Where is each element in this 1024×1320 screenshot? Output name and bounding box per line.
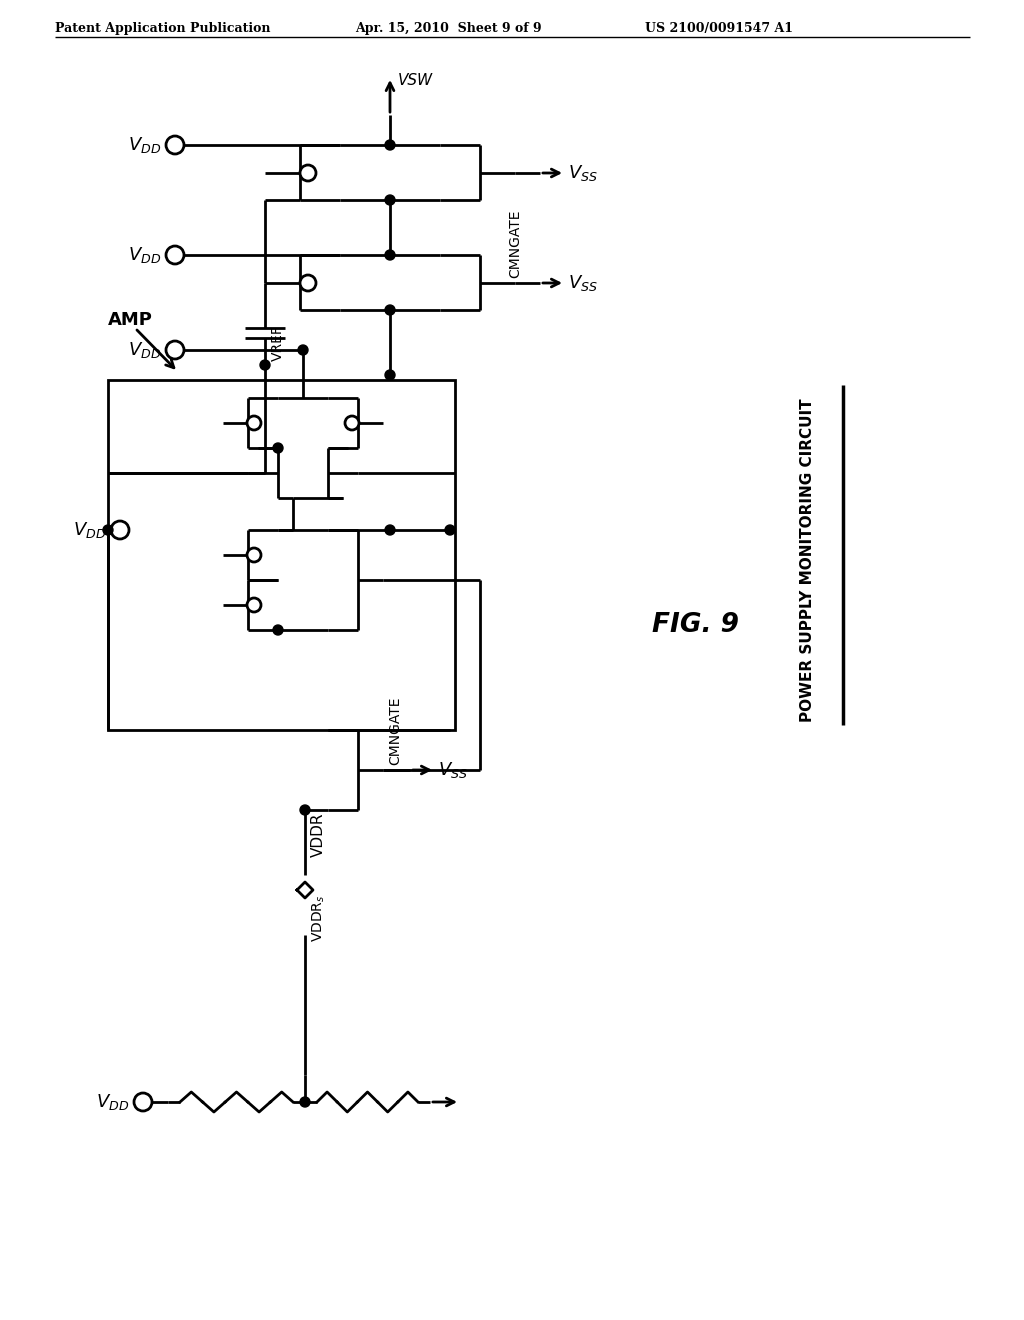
Circle shape <box>273 444 283 453</box>
Circle shape <box>385 140 395 150</box>
Circle shape <box>166 341 184 359</box>
Circle shape <box>166 136 184 154</box>
Circle shape <box>166 246 184 264</box>
Circle shape <box>298 345 308 355</box>
Text: $V_{DD}$: $V_{DD}$ <box>96 1092 129 1111</box>
Text: AMP: AMP <box>108 312 153 329</box>
Text: $V_{SS}$: $V_{SS}$ <box>438 760 468 780</box>
Circle shape <box>300 1097 310 1107</box>
Circle shape <box>385 249 395 260</box>
Text: $V_{DD}$: $V_{DD}$ <box>128 341 161 360</box>
Text: $V_{SS}$: $V_{SS}$ <box>568 162 598 183</box>
Text: VDDR$_s$: VDDR$_s$ <box>311 894 328 941</box>
Circle shape <box>345 416 359 430</box>
Circle shape <box>260 360 270 370</box>
Text: FIG. 9: FIG. 9 <box>651 612 738 638</box>
Circle shape <box>103 525 113 535</box>
Text: $V_{DD}$: $V_{DD}$ <box>128 246 161 265</box>
Text: CMNGATE: CMNGATE <box>388 697 402 766</box>
Circle shape <box>385 195 395 205</box>
Circle shape <box>385 525 395 535</box>
Circle shape <box>111 521 129 539</box>
Circle shape <box>247 416 261 430</box>
Text: $V_{DD}$: $V_{DD}$ <box>128 135 161 154</box>
Text: Apr. 15, 2010  Sheet 9 of 9: Apr. 15, 2010 Sheet 9 of 9 <box>355 22 542 36</box>
Circle shape <box>385 305 395 315</box>
Circle shape <box>273 624 283 635</box>
Text: VREF: VREF <box>271 325 285 360</box>
Circle shape <box>300 275 316 290</box>
Text: VDDR: VDDR <box>311 813 326 857</box>
Circle shape <box>385 370 395 380</box>
Bar <box>108 380 455 730</box>
Circle shape <box>445 525 455 535</box>
Text: $V_{DD}$: $V_{DD}$ <box>73 520 106 540</box>
Circle shape <box>134 1093 152 1111</box>
Circle shape <box>300 805 310 814</box>
Text: VSW: VSW <box>398 73 433 88</box>
Text: $V_{SS}$: $V_{SS}$ <box>568 273 598 293</box>
Circle shape <box>247 548 261 562</box>
Text: CMNGATE: CMNGATE <box>508 210 522 279</box>
Circle shape <box>247 598 261 612</box>
Text: Patent Application Publication: Patent Application Publication <box>55 22 270 36</box>
Text: US 2100/0091547 A1: US 2100/0091547 A1 <box>645 22 793 36</box>
Circle shape <box>300 165 316 181</box>
Text: POWER SUPPLY MONITORING CIRCUIT: POWER SUPPLY MONITORING CIRCUIT <box>801 399 815 722</box>
